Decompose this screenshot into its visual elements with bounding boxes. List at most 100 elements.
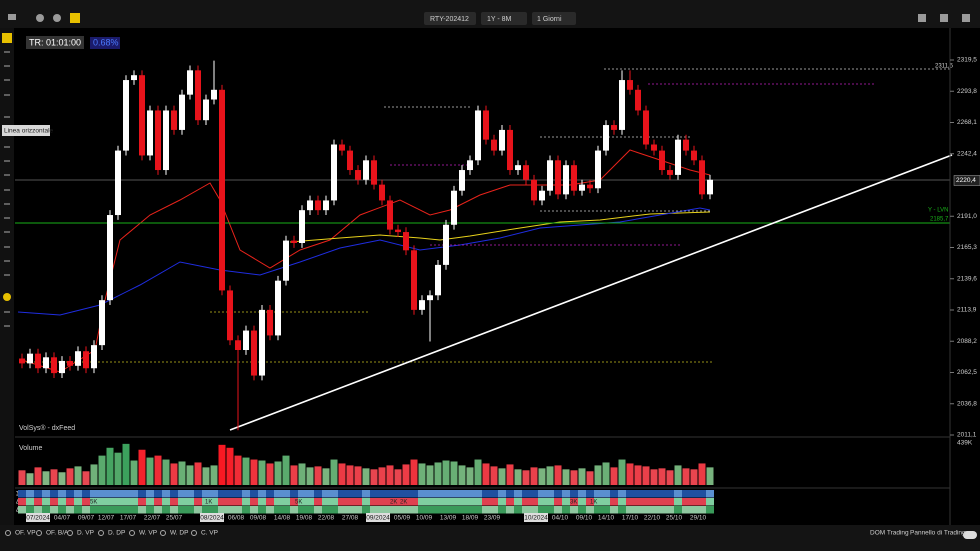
candle-body [379, 184, 385, 201]
volume-bar [106, 447, 114, 485]
delta-cell [634, 506, 642, 514]
toggle[interactable] [963, 531, 977, 539]
delta-cell [226, 498, 234, 506]
delta-cell [178, 490, 186, 498]
icon[interactable] [962, 14, 970, 22]
tab[interactable]: W. VP [139, 530, 157, 537]
tab-icon[interactable] [129, 530, 135, 536]
lvn-label: Y - LVN [928, 208, 948, 214]
trading-panel[interactable]: Pannello di Trading [910, 530, 966, 537]
delta-cell [578, 506, 586, 514]
lvn-price: 2185,7 [930, 217, 949, 223]
candle-body [195, 70, 201, 121]
delta-cell [642, 506, 650, 514]
volume-bar [154, 455, 162, 485]
delta-cell [298, 506, 306, 514]
candle-body [387, 200, 393, 230]
date-label: 19/08 [296, 515, 313, 522]
delta-cell [402, 490, 410, 498]
delta-cell [658, 506, 666, 514]
icon[interactable] [8, 14, 16, 20]
delta-cell [18, 498, 26, 506]
icon[interactable] [53, 14, 61, 22]
delta-cell [338, 490, 346, 498]
delta-cell [482, 490, 490, 498]
tab[interactable]: D. VP [77, 530, 94, 537]
delta-cell [426, 498, 434, 506]
candle-body [251, 330, 257, 376]
tab[interactable]: D. DP [108, 530, 125, 537]
dom-trading[interactable]: DOM Trading [870, 530, 909, 537]
delta-cell [226, 506, 234, 514]
volume-bar [306, 467, 314, 485]
volume-bar [674, 465, 682, 485]
period-select[interactable] [532, 12, 576, 25]
delta-cell [458, 498, 466, 506]
tool[interactable] [2, 33, 12, 43]
delta-cell [482, 498, 490, 506]
icon[interactable] [36, 14, 44, 22]
delta-cell [650, 506, 658, 514]
tab-icon[interactable] [160, 530, 166, 536]
candle-body [339, 144, 345, 151]
delta-cell [490, 498, 498, 506]
delta-cell [658, 490, 666, 498]
symbol-select[interactable] [424, 12, 476, 25]
candle-body [219, 89, 225, 291]
delta-cell [354, 506, 362, 514]
delta-cell [138, 490, 146, 498]
delta-cell [386, 506, 394, 514]
delta-cell [538, 490, 546, 498]
delta-cell [58, 506, 66, 514]
tool[interactable] [3, 293, 11, 301]
delta-cell [578, 498, 586, 506]
delta-cell [274, 498, 282, 506]
delta-cell [666, 490, 674, 498]
volume-bar [266, 463, 274, 485]
volume-bar [338, 463, 346, 485]
bottom-bar [0, 525, 980, 551]
delta-cell [666, 498, 674, 506]
tab-icon[interactable] [36, 530, 42, 536]
delta-cell [698, 498, 706, 506]
candle-body [603, 125, 609, 151]
volume-bar [298, 463, 306, 485]
delta-cell [66, 506, 74, 514]
tab-icon[interactable] [67, 530, 73, 536]
delta-cell [314, 490, 322, 498]
delta-cell [338, 498, 346, 506]
range-select[interactable] [481, 12, 527, 25]
volume-bar [642, 466, 650, 485]
delta-cell [74, 506, 82, 514]
delta-cell [330, 506, 338, 514]
delta-cell [434, 490, 442, 498]
tab[interactable]: OF. VP [15, 530, 36, 537]
delta-cell [490, 506, 498, 514]
tab-icon[interactable] [5, 530, 11, 536]
tab-icon[interactable] [98, 530, 104, 536]
delta-cell [562, 490, 570, 498]
y-tick-label: 2293,8 [957, 88, 977, 95]
candle-body [43, 357, 49, 369]
delta-cell [234, 498, 242, 506]
volume-bar [618, 459, 626, 485]
delta-label: 1K [205, 500, 212, 506]
candle-body [115, 150, 121, 216]
candle-body [131, 75, 137, 81]
delta-cell [210, 490, 218, 498]
icon[interactable] [70, 13, 80, 23]
volume-bar [282, 455, 290, 485]
tab[interactable]: W. DP [170, 530, 188, 537]
tab[interactable]: C. VP [201, 530, 218, 537]
delta-cell [138, 506, 146, 514]
delta-cell [522, 506, 530, 514]
volume-bar [474, 459, 482, 485]
delta-cell [98, 506, 106, 514]
delta-cell [250, 506, 258, 514]
tab-icon[interactable] [191, 530, 197, 536]
volume-bar [202, 467, 210, 485]
tab[interactable]: OF. B/A [46, 530, 69, 537]
icon[interactable] [918, 14, 926, 22]
icon[interactable] [940, 14, 948, 22]
volume-bar [410, 459, 418, 485]
